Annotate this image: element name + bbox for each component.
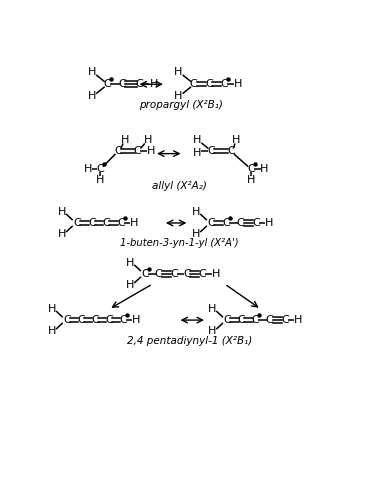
Text: C: C <box>88 218 96 228</box>
Text: C: C <box>237 218 245 228</box>
Text: H: H <box>208 326 216 337</box>
Text: H: H <box>84 164 92 174</box>
Text: H: H <box>144 135 152 145</box>
Text: H: H <box>88 91 96 101</box>
Text: C: C <box>252 218 260 228</box>
Text: H: H <box>192 229 200 239</box>
Text: C: C <box>170 269 178 279</box>
Text: C: C <box>133 146 141 156</box>
Text: C: C <box>266 315 273 325</box>
Text: H: H <box>88 67 96 77</box>
Text: H: H <box>130 218 139 228</box>
Text: H: H <box>294 315 302 325</box>
Text: C: C <box>247 164 255 174</box>
Text: C: C <box>208 218 215 228</box>
Text: C: C <box>227 146 235 156</box>
Text: H: H <box>232 135 240 145</box>
Text: C: C <box>208 146 215 156</box>
Text: H: H <box>174 91 183 101</box>
Text: H: H <box>58 229 66 239</box>
Text: H: H <box>234 79 242 89</box>
Text: C: C <box>119 79 126 89</box>
Text: H: H <box>192 148 201 158</box>
Text: H: H <box>149 79 158 89</box>
Text: H: H <box>146 146 155 156</box>
Text: H: H <box>132 315 141 325</box>
Text: propargyl (X²B₁): propargyl (X²B₁) <box>139 99 223 109</box>
Text: allyl (X²A₂): allyl (X²A₂) <box>152 181 206 191</box>
Text: H: H <box>121 135 129 145</box>
Text: C: C <box>252 315 259 325</box>
Text: C: C <box>238 315 245 325</box>
Text: C: C <box>63 315 71 325</box>
Text: C: C <box>73 218 81 228</box>
Text: C: C <box>102 218 110 228</box>
Text: 1-buten-3-yn-1-yl (X²A'): 1-buten-3-yn-1-yl (X²A') <box>120 239 239 249</box>
Text: H: H <box>48 326 56 337</box>
Text: 2,4 pentadiynyl-1 (X²B₁): 2,4 pentadiynyl-1 (X²B₁) <box>127 337 252 347</box>
Text: C: C <box>141 269 149 279</box>
Text: C: C <box>205 79 213 89</box>
Text: C: C <box>223 315 231 325</box>
Text: C: C <box>190 79 198 89</box>
Text: C: C <box>222 218 230 228</box>
Text: C: C <box>105 315 113 325</box>
Text: H: H <box>212 269 220 279</box>
Text: H: H <box>48 304 56 314</box>
Text: C: C <box>119 315 127 325</box>
Text: H: H <box>192 135 201 145</box>
Text: C: C <box>220 79 228 89</box>
Text: H: H <box>126 258 134 268</box>
Text: C: C <box>104 79 111 89</box>
Text: C: C <box>91 315 99 325</box>
Text: H: H <box>126 280 134 290</box>
Text: C: C <box>96 164 104 174</box>
Text: C: C <box>198 269 206 279</box>
Text: C: C <box>117 218 125 228</box>
Text: C: C <box>114 146 122 156</box>
Text: H: H <box>265 218 274 228</box>
Text: C: C <box>183 269 191 279</box>
Text: C: C <box>77 315 85 325</box>
Text: H: H <box>208 304 216 314</box>
Text: H: H <box>260 164 268 174</box>
Text: C: C <box>155 269 163 279</box>
Text: H: H <box>247 175 255 185</box>
Text: C: C <box>136 79 143 89</box>
Text: H: H <box>192 206 200 217</box>
Text: H: H <box>174 67 183 77</box>
Text: H: H <box>58 206 66 217</box>
Text: C: C <box>281 315 289 325</box>
Text: H: H <box>96 175 104 185</box>
